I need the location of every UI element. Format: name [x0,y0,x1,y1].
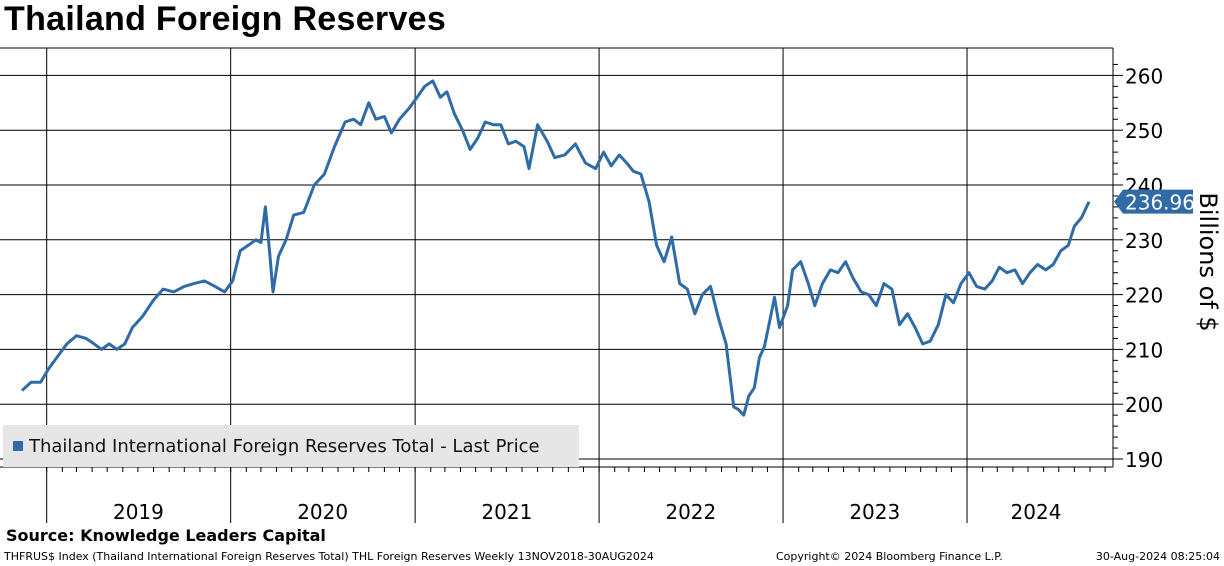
y-tick-label-200: 200 [1125,393,1163,417]
index-info: THFRUS$ Index (Thailand International Fo… [4,550,654,563]
x-year-label-2019: 2019 [113,500,164,524]
x-year-label-2024: 2024 [1011,500,1062,524]
plot-frame [0,47,1123,472]
source-note: Source: Knowledge Leaders Capital [6,526,326,545]
y-tick-label-230: 230 [1125,229,1163,253]
x-year-label-2020: 2020 [297,500,348,524]
chart-title: Thailand Foreign Reserves [4,0,447,38]
series-layer [20,79,1091,417]
x-year-label-2022: 2022 [665,500,716,524]
copyright-note: Copyright© 2024 Bloomberg Finance L.P. [776,550,1003,563]
last-value-marker: 236.96 [1114,189,1195,215]
last-value-label: 236.96 [1125,191,1195,215]
y-axis-label: Billions of $ [1194,192,1222,331]
x-year-label-2021: 2021 [481,500,532,524]
legend-swatch [13,441,23,451]
y-tick-label-190: 190 [1125,448,1163,472]
legend-label: Thailand International Foreign Reserves … [29,435,540,457]
y-tick-label-220: 220 [1125,284,1163,308]
y-tick-label-210: 210 [1125,338,1163,362]
y-tick-label-260: 260 [1125,64,1163,88]
x-axis: 2019 2020 2021 2022 2023 2024 [113,500,1061,524]
y-tick-label-250: 250 [1125,119,1163,143]
x-year-label-2023: 2023 [849,500,900,524]
legend: Thailand International Foreign Reserves … [3,425,579,467]
series-line-reserves [20,79,1091,417]
last-value-tag [1114,189,1193,214]
timestamp: 30-Aug-2024 08:25:04 [1095,550,1220,563]
